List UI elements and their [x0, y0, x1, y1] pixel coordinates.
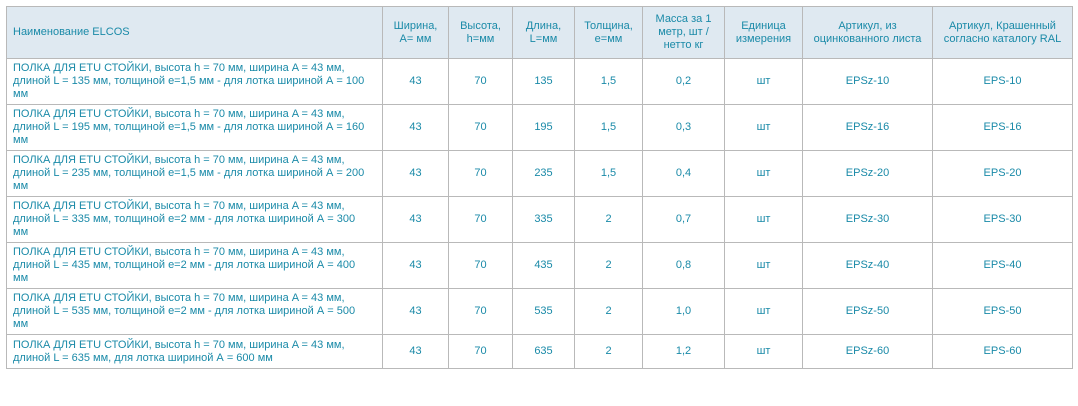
cell-article-galvanized: EPSz-30: [802, 196, 933, 243]
cell-unit: шт: [724, 288, 803, 335]
cell-mass: 0,8: [642, 242, 725, 289]
cell-name: ПОЛКА ДЛЯ ETU СТОЙКИ, высота h = 70 мм, …: [6, 104, 383, 151]
header-length: Длина, L=мм: [512, 6, 575, 59]
header-name: Наименование ELCOS: [6, 6, 383, 59]
product-table: Наименование ELCOS Ширина, A= мм Высота,…: [6, 6, 1073, 369]
cell-mass: 0,4: [642, 150, 725, 197]
cell-name: ПОЛКА ДЛЯ ETU СТОЙКИ, высота h = 70 мм, …: [6, 196, 383, 243]
header-width: Ширина, A= мм: [382, 6, 449, 59]
cell-mass: 0,2: [642, 58, 725, 105]
cell-unit: шт: [724, 242, 803, 289]
cell-length: 335: [512, 196, 575, 243]
table-row: ПОЛКА ДЛЯ ETU СТОЙКИ, высота h = 70 мм, …: [6, 196, 1073, 243]
cell-width: 43: [382, 196, 449, 243]
cell-length: 235: [512, 150, 575, 197]
header-height: Высота, h=мм: [448, 6, 513, 59]
cell-name: ПОЛКА ДЛЯ ETU СТОЙКИ, высота h = 70 мм, …: [6, 242, 383, 289]
cell-height: 70: [448, 288, 513, 335]
cell-thickness: 2: [574, 242, 643, 289]
table-row: ПОЛКА ДЛЯ ETU СТОЙКИ, высота h = 70 мм, …: [6, 242, 1073, 289]
cell-thickness: 1,5: [574, 58, 643, 105]
cell-article-galvanized: EPSz-10: [802, 58, 933, 105]
cell-unit: шт: [724, 196, 803, 243]
cell-height: 70: [448, 150, 513, 197]
header-article-ral: Артикул, Крашенный согласно каталогу RAL: [932, 6, 1073, 59]
cell-length: 535: [512, 288, 575, 335]
cell-article-galvanized: EPSz-60: [802, 334, 933, 369]
cell-name: ПОЛКА ДЛЯ ETU СТОЙКИ, высота h = 70 мм, …: [6, 334, 383, 369]
cell-thickness: 2: [574, 288, 643, 335]
cell-article-ral: EPS-30: [932, 196, 1073, 243]
cell-width: 43: [382, 150, 449, 197]
cell-unit: шт: [724, 104, 803, 151]
cell-article-galvanized: EPSz-20: [802, 150, 933, 197]
table-row: ПОЛКА ДЛЯ ETU СТОЙКИ, высота h = 70 мм, …: [6, 334, 1073, 369]
cell-height: 70: [448, 334, 513, 369]
cell-length: 135: [512, 58, 575, 105]
cell-unit: шт: [724, 334, 803, 369]
cell-article-galvanized: EPSz-16: [802, 104, 933, 151]
cell-thickness: 2: [574, 196, 643, 243]
cell-mass: 0,3: [642, 104, 725, 151]
cell-height: 70: [448, 242, 513, 289]
cell-article-ral: EPS-40: [932, 242, 1073, 289]
cell-name: ПОЛКА ДЛЯ ETU СТОЙКИ, высота h = 70 мм, …: [6, 288, 383, 335]
table-row: ПОЛКА ДЛЯ ETU СТОЙКИ, высота h = 70 мм, …: [6, 58, 1073, 105]
cell-width: 43: [382, 242, 449, 289]
cell-length: 635: [512, 334, 575, 369]
cell-thickness: 2: [574, 334, 643, 369]
cell-name: ПОЛКА ДЛЯ ETU СТОЙКИ, высота h = 70 мм, …: [6, 58, 383, 105]
cell-height: 70: [448, 196, 513, 243]
cell-length: 435: [512, 242, 575, 289]
cell-mass: 1,2: [642, 334, 725, 369]
header-mass: Масса за 1 метр, шт / нетто кг: [642, 6, 725, 59]
cell-width: 43: [382, 104, 449, 151]
product-table-container: Наименование ELCOS Ширина, A= мм Высота,…: [6, 6, 1073, 369]
cell-width: 43: [382, 288, 449, 335]
cell-name: ПОЛКА ДЛЯ ETU СТОЙКИ, высота h = 70 мм, …: [6, 150, 383, 197]
cell-article-ral: EPS-60: [932, 334, 1073, 369]
cell-width: 43: [382, 334, 449, 369]
cell-height: 70: [448, 58, 513, 105]
cell-article-ral: EPS-10: [932, 58, 1073, 105]
table-row: ПОЛКА ДЛЯ ETU СТОЙКИ, высота h = 70 мм, …: [6, 150, 1073, 197]
table-row: ПОЛКА ДЛЯ ETU СТОЙКИ, высота h = 70 мм, …: [6, 104, 1073, 151]
header-unit: Единица измерения: [724, 6, 803, 59]
cell-article-ral: EPS-50: [932, 288, 1073, 335]
cell-width: 43: [382, 58, 449, 105]
cell-unit: шт: [724, 58, 803, 105]
header-article-galvanized: Артикул, из оцинкованного листа: [802, 6, 933, 59]
cell-mass: 1,0: [642, 288, 725, 335]
cell-thickness: 1,5: [574, 104, 643, 151]
cell-height: 70: [448, 104, 513, 151]
table-header-row: Наименование ELCOS Ширина, A= мм Высота,…: [6, 6, 1073, 59]
table-row: ПОЛКА ДЛЯ ETU СТОЙКИ, высота h = 70 мм, …: [6, 288, 1073, 335]
cell-thickness: 1,5: [574, 150, 643, 197]
cell-unit: шт: [724, 150, 803, 197]
cell-article-ral: EPS-16: [932, 104, 1073, 151]
cell-length: 195: [512, 104, 575, 151]
cell-article-galvanized: EPSz-50: [802, 288, 933, 335]
cell-article-ral: EPS-20: [932, 150, 1073, 197]
header-thickness: Толщина, е=мм: [574, 6, 643, 59]
cell-article-galvanized: EPSz-40: [802, 242, 933, 289]
cell-mass: 0,7: [642, 196, 725, 243]
